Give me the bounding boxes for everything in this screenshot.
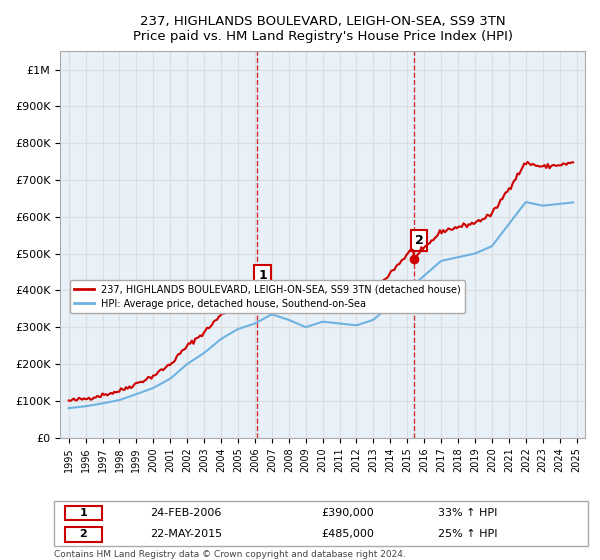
- Text: 1: 1: [258, 269, 267, 282]
- Text: 33% ↑ HPI: 33% ↑ HPI: [439, 508, 498, 519]
- Text: Contains HM Land Registry data © Crown copyright and database right 2024.
This d: Contains HM Land Registry data © Crown c…: [54, 550, 406, 560]
- Text: £390,000: £390,000: [321, 508, 374, 519]
- Text: 2: 2: [79, 529, 87, 539]
- Legend: 237, HIGHLANDS BOULEVARD, LEIGH-ON-SEA, SS9 3TN (detached house), HPI: Average p: 237, HIGHLANDS BOULEVARD, LEIGH-ON-SEA, …: [70, 280, 465, 313]
- Text: 24-FEB-2006: 24-FEB-2006: [150, 508, 221, 519]
- Text: 1: 1: [79, 508, 87, 519]
- FancyBboxPatch shape: [65, 527, 102, 542]
- Text: 25% ↑ HPI: 25% ↑ HPI: [439, 529, 498, 539]
- Text: £485,000: £485,000: [321, 529, 374, 539]
- Text: 22-MAY-2015: 22-MAY-2015: [150, 529, 222, 539]
- Text: 2: 2: [415, 234, 424, 247]
- FancyBboxPatch shape: [54, 501, 588, 546]
- Title: 237, HIGHLANDS BOULEVARD, LEIGH-ON-SEA, SS9 3TN
Price paid vs. HM Land Registry': 237, HIGHLANDS BOULEVARD, LEIGH-ON-SEA, …: [133, 15, 512, 43]
- FancyBboxPatch shape: [65, 506, 102, 520]
